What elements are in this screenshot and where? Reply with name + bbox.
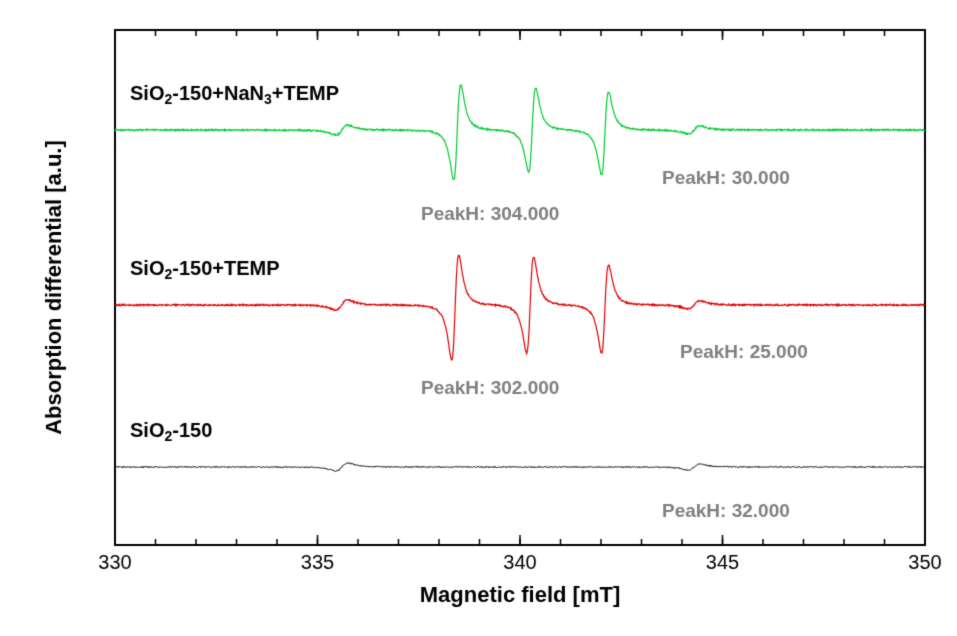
esr-spectrum-chart (0, 0, 957, 636)
